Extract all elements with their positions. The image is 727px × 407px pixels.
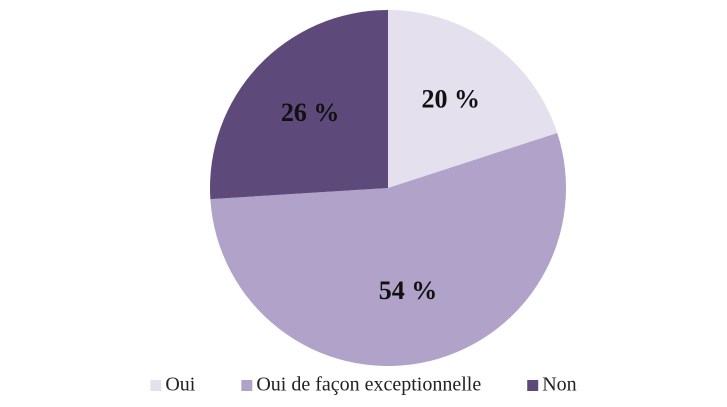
legend-swatch	[527, 380, 539, 391]
data-label: 26 %	[281, 98, 340, 127]
data-label: 20 %	[422, 85, 481, 114]
pie-slice	[210, 10, 388, 200]
pie-slice	[388, 10, 558, 188]
pie-slice	[210, 132, 566, 366]
data-label: 54 %	[379, 276, 438, 305]
legend-swatch	[241, 380, 253, 391]
legend-swatch	[150, 380, 162, 391]
legend-label: Oui de façon exceptionnelle	[256, 374, 481, 396]
legend-label: Oui	[165, 374, 195, 396]
legend-label: Non	[542, 374, 576, 396]
